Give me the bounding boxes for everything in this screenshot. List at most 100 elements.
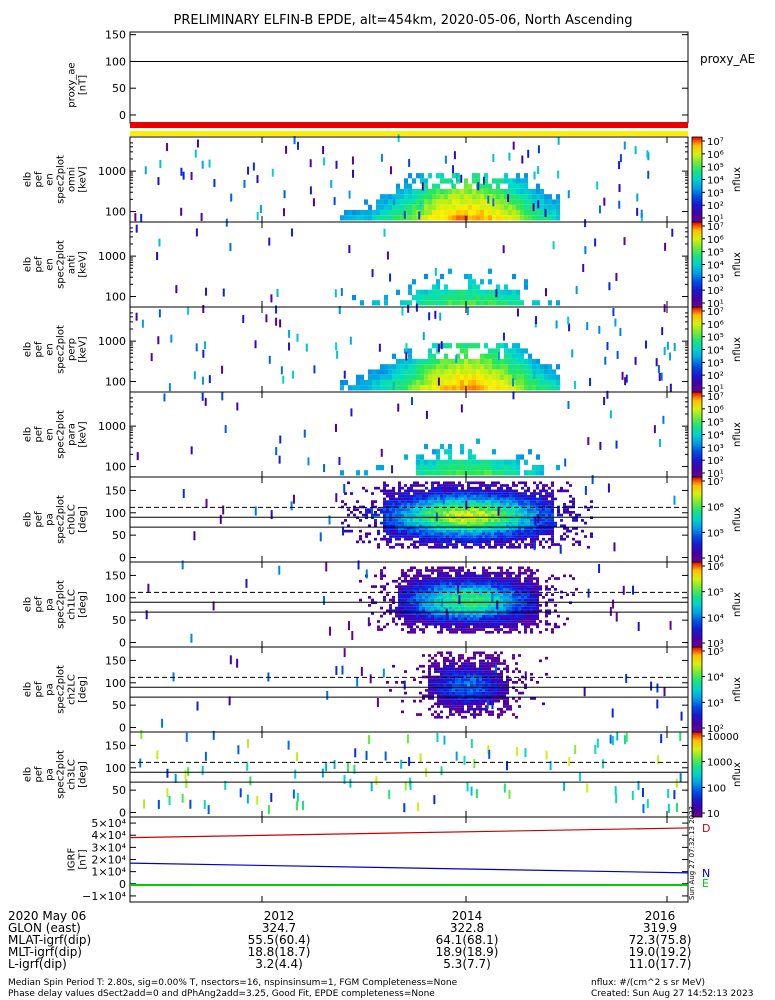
spectrogram-cell bbox=[420, 300, 424, 306]
pitch-cell bbox=[551, 502, 554, 506]
pitch-cell bbox=[503, 519, 506, 522]
spectrogram-cell bbox=[476, 209, 480, 216]
pitch-cell bbox=[485, 596, 488, 599]
pitch-cell bbox=[491, 527, 494, 530]
pitch-cell bbox=[443, 606, 446, 610]
pitch-cell bbox=[530, 497, 533, 501]
pitch-cell bbox=[497, 656, 500, 660]
pitch-cell bbox=[503, 492, 506, 495]
spectrogram-cell bbox=[416, 369, 420, 375]
pitch-cell bbox=[449, 662, 452, 665]
spectrogram-cell bbox=[536, 215, 540, 221]
pitch-cell bbox=[479, 659, 482, 663]
pitch-cell bbox=[476, 537, 479, 541]
spectrogram-cell bbox=[468, 470, 472, 476]
pitch-speck bbox=[503, 783, 506, 793]
pitch-cell bbox=[461, 543, 464, 546]
pitch-cell bbox=[416, 667, 419, 671]
pitch-cell bbox=[524, 571, 527, 575]
pitch-cell bbox=[452, 609, 455, 613]
pitch-cell bbox=[542, 508, 545, 511]
spectrogram-cell bbox=[528, 353, 532, 359]
pitch-cell bbox=[515, 545, 518, 549]
pitch-cell bbox=[461, 502, 464, 506]
pitch-cell bbox=[446, 620, 449, 623]
pitch-cell bbox=[422, 532, 425, 536]
pitch-cell bbox=[455, 702, 458, 706]
pitch-cell bbox=[551, 484, 554, 487]
pitch-cell bbox=[464, 508, 467, 511]
pitch-cell bbox=[455, 508, 458, 511]
pitch-speck bbox=[679, 732, 682, 742]
pitch-cell bbox=[347, 524, 350, 528]
pitch-cell bbox=[479, 670, 482, 673]
pitch-cell bbox=[518, 519, 521, 522]
pitch-cell bbox=[503, 505, 506, 509]
pitch-cell bbox=[470, 585, 473, 588]
pitch-cell bbox=[509, 574, 512, 578]
pitch-cell bbox=[497, 659, 500, 663]
y-label-line: [keV] bbox=[78, 336, 89, 362]
pitch-cell bbox=[548, 513, 551, 517]
spectrogram-cell bbox=[464, 294, 468, 301]
spectrogram-cell bbox=[456, 470, 460, 476]
spectrogram-speck bbox=[201, 392, 204, 401]
pitch-cell bbox=[509, 596, 512, 599]
pitch-cell bbox=[500, 540, 503, 544]
pitch-cell bbox=[548, 486, 551, 490]
spectrogram-cell bbox=[532, 209, 536, 216]
pitch-cell bbox=[428, 529, 431, 533]
spectrogram-cell bbox=[396, 194, 400, 200]
pitch-cell bbox=[380, 606, 383, 610]
spectrogram-cell bbox=[512, 289, 516, 295]
spectrogram-cell bbox=[512, 358, 516, 365]
pitch-cell bbox=[548, 612, 551, 615]
pitch-cell bbox=[449, 694, 452, 698]
pitch-cell bbox=[518, 582, 521, 586]
pitch-cell bbox=[467, 662, 470, 665]
colorbar-tick-label: 10² bbox=[707, 724, 724, 735]
pitch-speck bbox=[637, 622, 640, 632]
pitch-cell bbox=[398, 543, 401, 546]
pitch-cell bbox=[437, 689, 440, 692]
pitch-cell bbox=[344, 519, 347, 522]
pitch-cell bbox=[524, 529, 527, 533]
pitch-cell bbox=[395, 612, 398, 615]
pitch-cell bbox=[461, 511, 464, 514]
pitch-cell bbox=[419, 500, 422, 503]
pitch-cell bbox=[383, 535, 386, 538]
spectrogram-cell bbox=[516, 343, 520, 349]
spectrogram-cell bbox=[388, 364, 392, 370]
pitch-cell bbox=[536, 598, 539, 602]
pitch-cell bbox=[449, 604, 452, 607]
pitch-speck bbox=[322, 596, 325, 606]
pitch-cell bbox=[563, 537, 566, 541]
pitch-cell bbox=[419, 489, 422, 493]
spectrogram-cell bbox=[392, 369, 396, 375]
spectrogram-cell bbox=[504, 204, 508, 210]
y-label-line: elb bbox=[23, 342, 34, 357]
pitch-cell bbox=[434, 681, 437, 684]
pitch-cell bbox=[467, 622, 470, 626]
spectrogram-cell bbox=[464, 348, 468, 354]
pitch-cell bbox=[398, 486, 401, 490]
colorbar-tick-label: 10⁵ bbox=[707, 333, 724, 344]
pitch-cell bbox=[419, 569, 422, 572]
pitch-cell bbox=[494, 617, 497, 621]
pitch-cell bbox=[521, 614, 524, 618]
pitch-cell bbox=[485, 630, 488, 634]
pitch-cell bbox=[485, 500, 488, 503]
pitch-cell bbox=[470, 675, 473, 679]
spectrogram-cell bbox=[556, 199, 560, 205]
pitch-cell bbox=[542, 519, 545, 522]
pitch-cell bbox=[533, 529, 536, 533]
pitch-cell bbox=[395, 606, 398, 610]
pitch-cell bbox=[506, 537, 509, 541]
pitch-cell bbox=[398, 494, 401, 498]
pitch-cell bbox=[473, 656, 476, 660]
pitch-speck bbox=[486, 660, 489, 670]
spectrogram-cell bbox=[464, 364, 468, 370]
spectrogram-cell bbox=[496, 289, 500, 295]
pitch-cell bbox=[440, 484, 443, 487]
pitch-cell bbox=[452, 569, 455, 572]
